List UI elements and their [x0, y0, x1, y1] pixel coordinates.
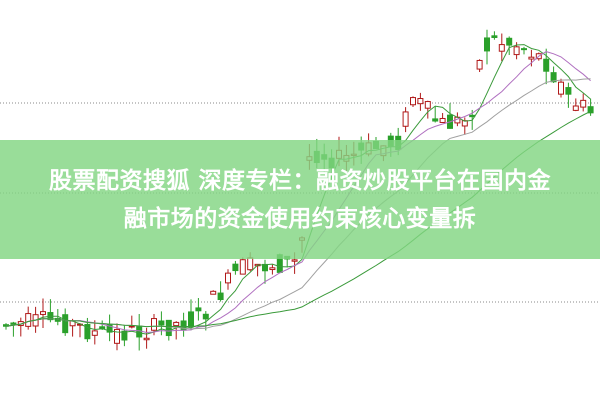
candle-body [558, 81, 564, 95]
candle-body [217, 292, 224, 301]
candle-body [476, 59, 483, 70]
title-line-1: 股票配资搜狐 深度专栏：融资炒股平台在国内金 [48, 167, 551, 194]
candle-body [158, 320, 165, 326]
candle-body [10, 322, 17, 325]
candle-body [269, 267, 276, 271]
candle-body [232, 263, 239, 272]
candle-body [506, 37, 513, 46]
candle-body [587, 106, 594, 114]
candle-body [543, 58, 550, 72]
candle-body [195, 307, 202, 312]
candle-body [580, 99, 587, 108]
candle-body [513, 46, 520, 56]
ma5-line [5, 44, 591, 335]
candle-body [151, 318, 157, 331]
candle-body [410, 97, 416, 106]
candle-body [247, 257, 254, 271]
candle-body [498, 44, 505, 52]
title-banner: 股票配资搜狐 深度专栏：融资炒股平台在国内金 融市场的资金使用约束核心变量拆 [0, 140, 600, 259]
candle-body [225, 272, 231, 284]
candle-body [62, 314, 69, 334]
title-line-2: 融市场的资金使用约束核心变量拆 [123, 205, 477, 232]
ma10-line [5, 51, 591, 334]
candle-body [25, 313, 32, 327]
candle-body [424, 101, 431, 109]
candle-body [491, 35, 498, 38]
candle-body [128, 325, 135, 328]
candle-body [521, 48, 527, 51]
candle-body [210, 290, 217, 295]
candle-body [91, 330, 98, 336]
candle-body [528, 56, 535, 60]
candle-body [484, 37, 490, 52]
candle-body [572, 105, 579, 111]
candle-body [550, 72, 557, 83]
candle-body [469, 114, 476, 118]
candle-body [84, 324, 91, 340]
candle-body [417, 98, 424, 105]
candle-body [262, 263, 268, 272]
candle-body [439, 117, 446, 123]
candle-body [291, 259, 298, 262]
candle-body [121, 330, 128, 341]
candle-body [165, 319, 172, 337]
candle-body [202, 313, 209, 320]
candle-body [173, 321, 180, 327]
candle-body [188, 311, 194, 328]
candle-body [432, 118, 439, 122]
candle-body [402, 111, 409, 127]
candle-body [143, 337, 150, 341]
candle-body [40, 311, 46, 315]
candle-body [565, 87, 572, 95]
candle-body [239, 259, 246, 275]
candle-body [114, 328, 120, 344]
